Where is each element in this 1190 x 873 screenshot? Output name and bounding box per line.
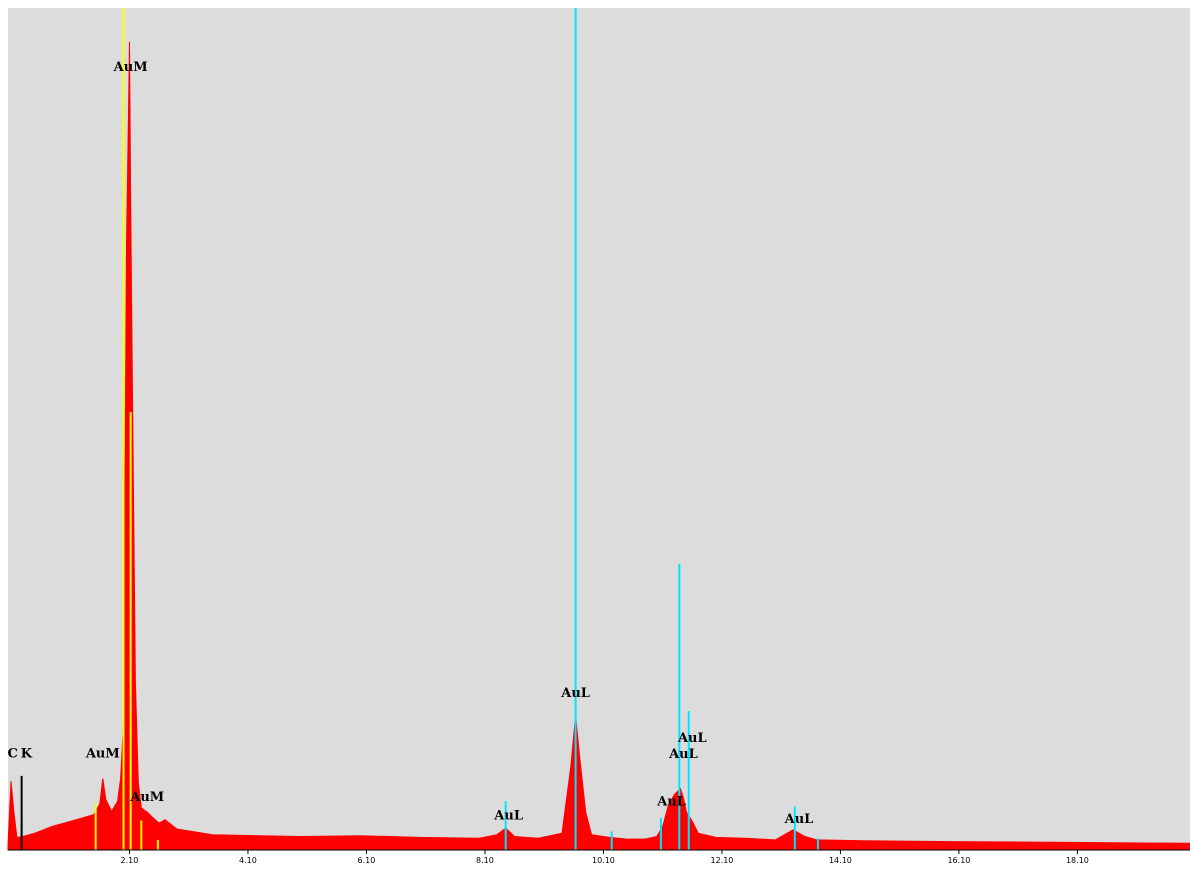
x-ticks-layer: 2.10 4.10 6.10 8.10 10.10 12.10 14.10 16.10 18.1… xyxy=(121,850,1089,865)
peak-label: C xyxy=(8,746,18,761)
spectrum-layer xyxy=(7,41,1190,851)
spectrum-area xyxy=(7,41,1190,851)
x-tick-label: 10.10 xyxy=(592,856,615,865)
marker-lines-layer xyxy=(20,8,819,850)
x-tick-label: 2.10 xyxy=(121,856,139,865)
peak-label: AuL xyxy=(668,747,698,762)
peak-label: AuL xyxy=(784,812,814,827)
peak-label: AuM xyxy=(113,60,148,75)
x-tick-label: 18.10 xyxy=(1066,856,1089,865)
peak-label: AuM xyxy=(85,746,120,761)
x-tick-label: 16.10 xyxy=(947,856,970,865)
x-tick-label: 8.10 xyxy=(476,856,494,865)
peak-label: K xyxy=(21,746,33,761)
plot-background xyxy=(8,8,1190,850)
peak-label: AuL xyxy=(493,809,523,824)
peak-label: AuL xyxy=(656,794,686,809)
x-tick-label: 14.10 xyxy=(829,856,852,865)
x-tick-label: 4.10 xyxy=(239,856,257,865)
peak-label: AuL xyxy=(677,731,707,746)
x-tick-label: 6.10 xyxy=(358,856,376,865)
x-tick-label: 12.10 xyxy=(710,856,733,865)
peak-label: AuL xyxy=(560,686,590,701)
peak-label: AuM xyxy=(129,790,164,805)
